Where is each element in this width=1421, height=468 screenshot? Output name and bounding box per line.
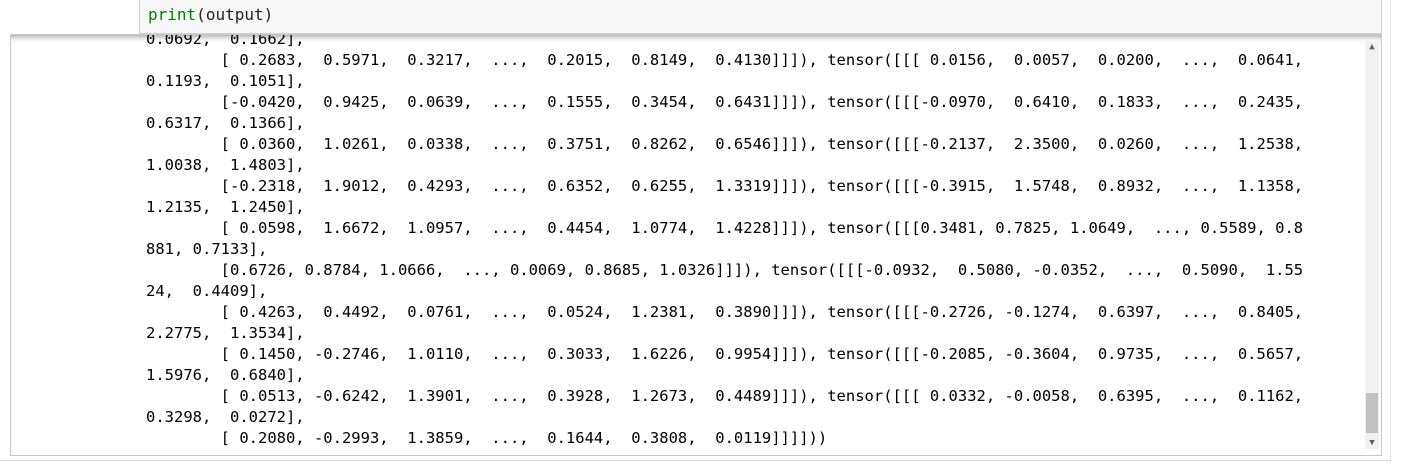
code-line[interactable]: print(output) — [148, 5, 273, 25]
output-line: 0.1193, 0.1051], — [146, 72, 305, 90]
code-cell[interactable]: print(output) — [139, 0, 1382, 34]
print-argument: output — [205, 5, 264, 24]
right-divider — [1390, 0, 1391, 462]
bottom-divider — [0, 460, 1390, 461]
open-paren: ( — [196, 5, 206, 24]
output-line: [ 0.2683, 0.5971, 0.3217, ..., 0.2015, 0… — [146, 51, 1304, 69]
output-line: [ 0.0513, -0.6242, 1.3901, ..., 0.3928, … — [146, 387, 1304, 405]
output-line: 24, 0.4409], — [146, 282, 268, 300]
print-function: print — [148, 5, 197, 24]
output-line: 0.6317, 0.1366], — [146, 114, 305, 132]
output-line: 0.3298, 0.0272], — [146, 408, 305, 426]
output-line: [ 0.0360, 1.0261, 0.0338, ..., 0.3751, 0… — [146, 135, 1304, 153]
output-line: 2.2775, 1.3534], — [146, 324, 305, 342]
output-line: [-0.0420, 0.9425, 0.0639, ..., 0.1555, 0… — [146, 93, 1304, 111]
output-line: [0.6726, 0.8784, 1.0666, ..., 0.0069, 0.… — [146, 261, 1304, 279]
output-line: 1.5976, 0.6840], — [146, 366, 305, 384]
scroll-up-arrow-icon[interactable]: ▲ — [1369, 42, 1375, 52]
output-scrollbar[interactable]: ▲ ▼ — [1365, 41, 1379, 449]
output-line: [ 0.4263, 0.4492, 0.0761, ..., 0.0524, 1… — [146, 303, 1304, 321]
output-line: [ 0.2080, -0.2993, 1.3859, ..., 0.1644, … — [146, 429, 828, 447]
output-area[interactable]: 0.0692, 0.1662], [ 0.2683, 0.5971, 0.321… — [10, 34, 1382, 456]
output-line: 1.2135, 1.2450], — [146, 198, 305, 216]
scroll-down-arrow-icon[interactable]: ▼ — [1369, 438, 1375, 448]
output-line: 0.0692, 0.1662], — [146, 34, 305, 48]
output-line: [ 0.1450, -0.2746, 1.0110, ..., 0.3033, … — [146, 345, 1304, 363]
output-line: 1.0038, 1.4803], — [146, 156, 305, 174]
output-line: 881, 0.7133], — [146, 240, 268, 258]
scroll-thumb[interactable] — [1366, 393, 1378, 433]
output-text: 0.0692, 0.1662], [ 0.2683, 0.5971, 0.321… — [146, 34, 1304, 449]
close-paren: ) — [263, 5, 274, 24]
output-line: [-0.2318, 1.9012, 0.4293, ..., 0.6352, 0… — [146, 177, 1304, 195]
output-line: [ 0.0598, 1.6672, 1.0957, ..., 0.4454, 1… — [146, 219, 1304, 237]
